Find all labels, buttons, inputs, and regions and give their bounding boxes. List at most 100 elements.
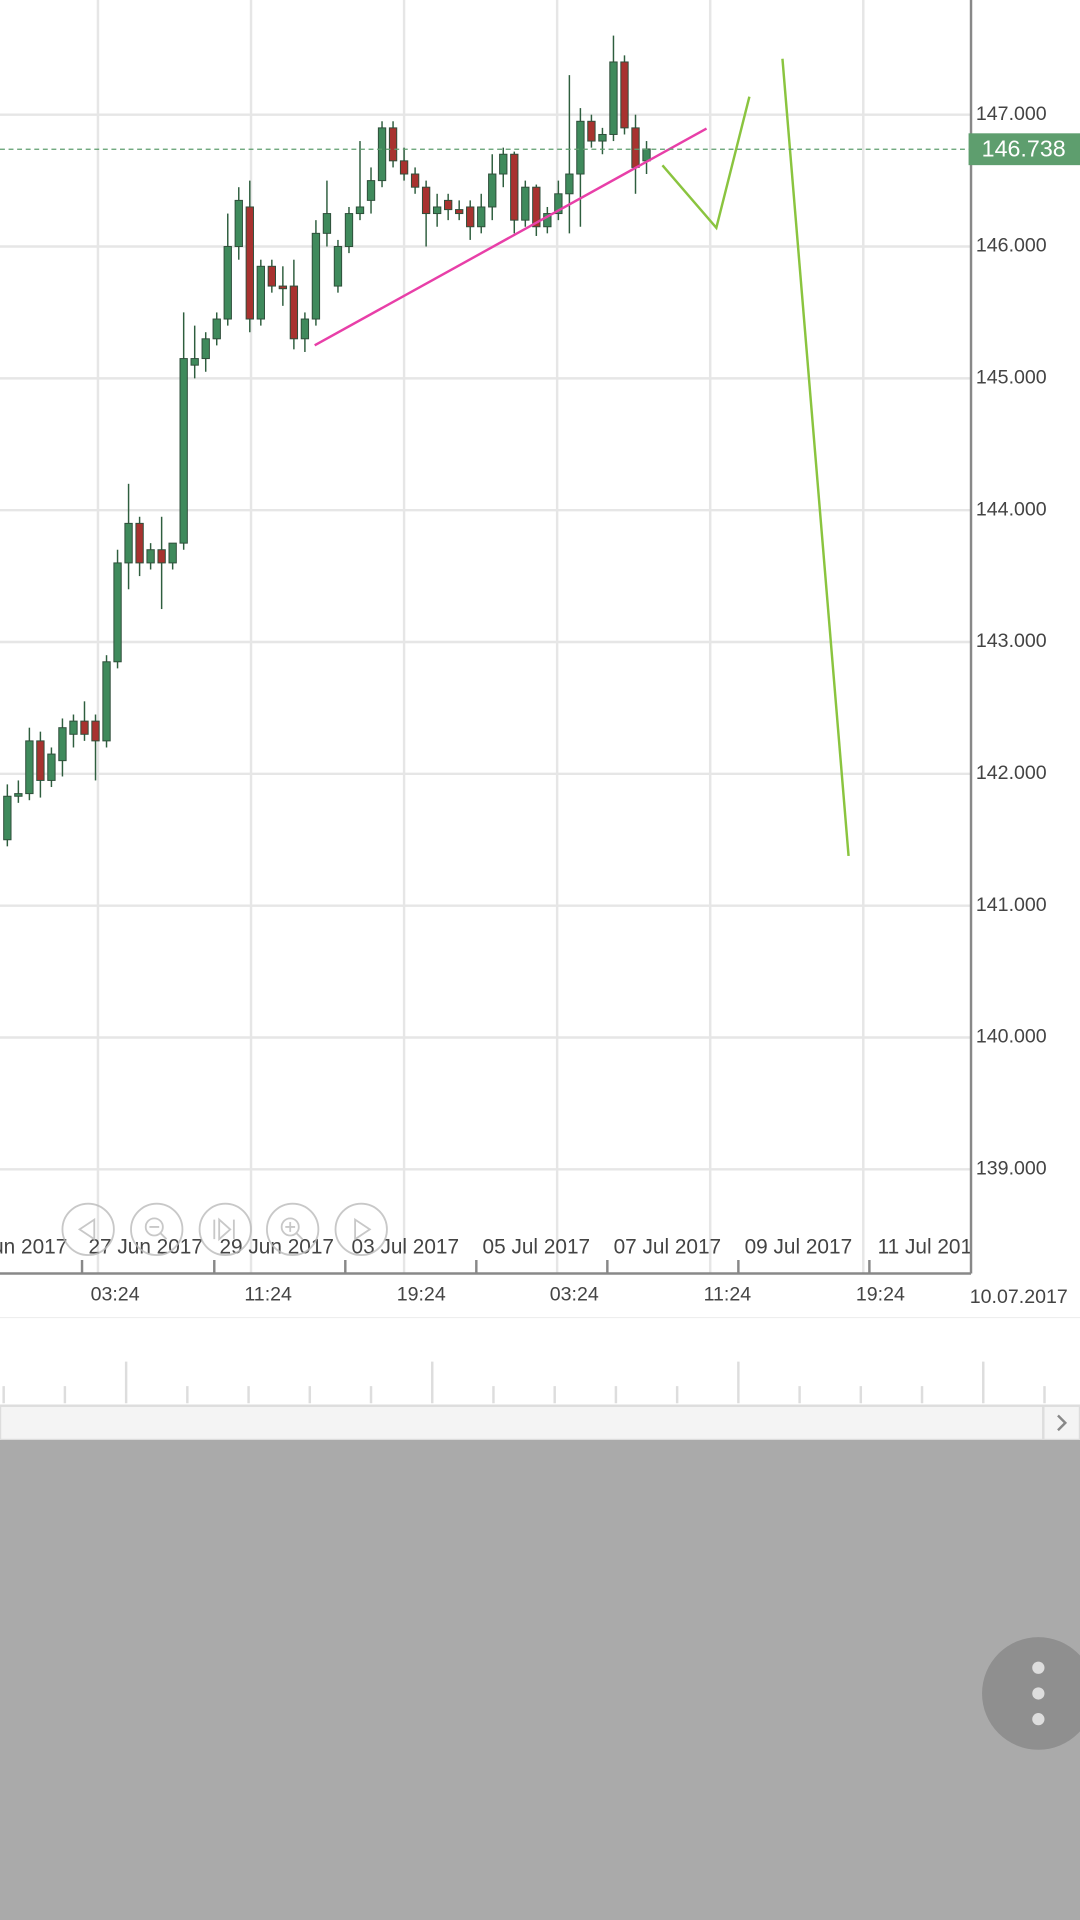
date-label: 03 Jul 2017 [352, 1235, 460, 1258]
icon-dot [1032, 1687, 1045, 1700]
y-tick-label: 146.000 [976, 235, 1047, 257]
time-label: 11:24 [244, 1284, 292, 1306]
candle-body [410, 173, 420, 188]
time-label: 19:24 [856, 1284, 905, 1306]
last-price-label: 146.738 [982, 136, 1066, 162]
candle-body [565, 173, 574, 195]
menu-button[interactable] [982, 1637, 1080, 1750]
icon-dot [1032, 1661, 1045, 1674]
icon [144, 1217, 164, 1237]
last-price-box [968, 133, 1080, 166]
zoom-in-button[interactable] [266, 1202, 320, 1257]
candle-body [201, 338, 210, 360]
icon [213, 1217, 235, 1242]
candle-body [256, 265, 265, 320]
time-label: 19:24 [397, 1284, 446, 1306]
time-label: 03:24 [91, 1284, 140, 1306]
candle-body [300, 318, 310, 340]
date-label: 07 Jul 2017 [614, 1235, 722, 1258]
candle-body [102, 661, 111, 742]
y-tick-label: 144.000 [976, 498, 1047, 520]
candle-body [179, 358, 188, 544]
candle-body [234, 199, 243, 248]
zoom-controls [61, 1202, 388, 1257]
candle-body [477, 206, 486, 228]
candle-body [267, 265, 276, 287]
candle-body [3, 795, 12, 841]
zoom-out-button[interactable] [130, 1202, 184, 1257]
candle-body [532, 186, 541, 228]
y-tick-label: 140.000 [976, 1026, 1047, 1048]
candle-body [521, 186, 530, 221]
candle-body [168, 542, 177, 564]
date-label: Jun 2017 [0, 1235, 67, 1258]
candle-body [543, 213, 552, 228]
scroll-left-button[interactable] [61, 1202, 115, 1257]
y-tick-label: 141.000 [976, 894, 1047, 916]
date-label: 11 Jul 2017 [878, 1235, 984, 1258]
candle-body [245, 206, 254, 320]
candle-body [355, 206, 365, 215]
icon [354, 1217, 372, 1241]
fab[interactable] [982, 1637, 1080, 1750]
icon [280, 1217, 300, 1237]
axis-labels: 10.07.2017 147.000 146.000 145.000 144.000 1… [91, 103, 1068, 1308]
empty-area [0, 1440, 1080, 1920]
candle-body [510, 153, 519, 221]
icon [285, 1222, 304, 1240]
candle-body [576, 120, 585, 175]
candle-body [190, 358, 199, 366]
time-label: 03:24 [550, 1284, 599, 1306]
y-tick-label: 147.000 [976, 103, 1047, 125]
scrollbar[interactable] [0, 1404, 1080, 1442]
candle-body [223, 246, 232, 320]
scroll-arrow[interactable] [1057, 1414, 1068, 1432]
candle-body [36, 740, 45, 781]
y-tick-label: 142.000 [976, 762, 1047, 784]
candle-body [14, 793, 23, 797]
end-date-label: 10.07.2017 [970, 1286, 1068, 1308]
icon [149, 1226, 168, 1240]
y-tick-label: 143.000 [976, 630, 1047, 652]
candle-body [311, 232, 321, 320]
candle-body [25, 740, 34, 795]
candle-body [47, 753, 56, 781]
candle-body [620, 61, 629, 129]
drawing-line [781, 58, 850, 857]
candle-body [212, 318, 221, 340]
candle-body [333, 246, 343, 287]
candle-body [609, 61, 618, 135]
icon-dot [1032, 1713, 1045, 1726]
candle-body [432, 206, 442, 215]
grid [0, 0, 972, 1274]
candle-body [499, 153, 508, 175]
candle-body [80, 720, 89, 735]
trend-line [314, 127, 708, 347]
candle-body [466, 206, 475, 228]
candle-body [587, 120, 596, 142]
candle-body [58, 727, 67, 762]
candle-body [598, 133, 607, 142]
candle-body [146, 549, 155, 564]
scroll-right-button[interactable] [334, 1202, 388, 1257]
drawing-line [661, 96, 751, 231]
date-label: 05 Jul 2017 [483, 1235, 591, 1258]
candle-body [388, 127, 398, 162]
candle-body [289, 285, 299, 340]
candle-body [421, 186, 431, 215]
candle-body [278, 285, 288, 290]
reset-button[interactable] [198, 1202, 252, 1257]
time-label: 11:24 [704, 1284, 752, 1306]
candle-body [113, 562, 122, 663]
candle-body [366, 180, 376, 201]
candle-body [344, 213, 354, 248]
candle-body [631, 127, 640, 168]
candle-body [135, 522, 144, 564]
candle-body [69, 720, 78, 735]
candle-body [444, 199, 453, 211]
candle-body [399, 160, 409, 175]
candle-body [124, 522, 133, 564]
